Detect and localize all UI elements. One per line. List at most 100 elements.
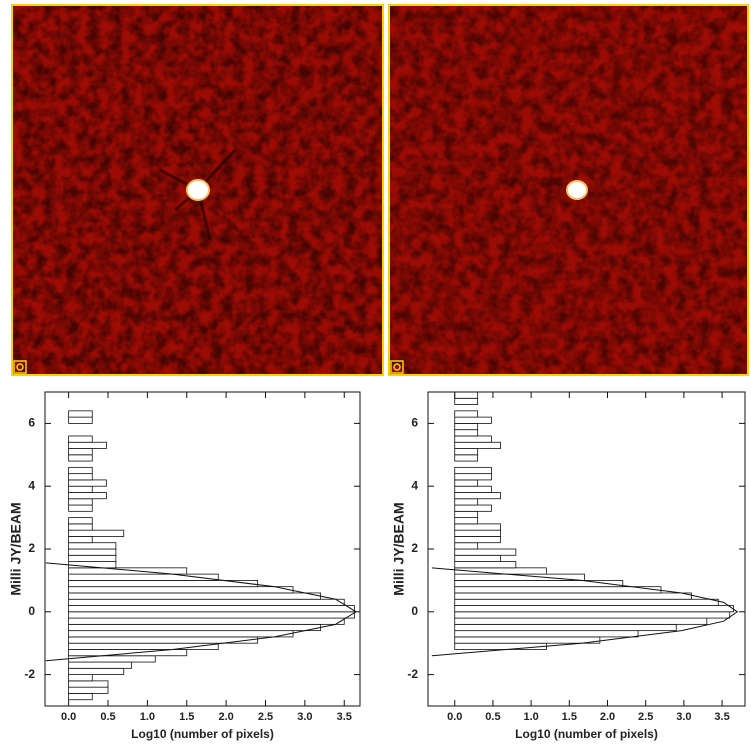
y-tick-label: 2: [411, 541, 418, 555]
bar: [68, 680, 109, 688]
bar: [454, 617, 708, 625]
y-tick-label: 4: [411, 478, 418, 492]
x-tick-label: 0.0: [447, 711, 462, 723]
bar: [68, 485, 93, 493]
bar: [454, 391, 479, 399]
bar: [68, 586, 294, 594]
bar: [454, 485, 492, 493]
bar: [454, 611, 731, 619]
bar: [68, 655, 156, 663]
x-tick-label: 1.0: [523, 711, 538, 723]
bar: [454, 529, 501, 537]
x-tick-label: 3.0: [676, 711, 691, 723]
bar: [454, 510, 479, 519]
bar: [454, 630, 639, 638]
bar: [454, 561, 517, 569]
bar: [68, 498, 93, 506]
bar: [68, 492, 107, 500]
bar: [454, 397, 479, 405]
x-tick-label: 2.0: [600, 711, 615, 723]
bar: [454, 429, 479, 437]
bar: [68, 661, 133, 669]
bar: [68, 686, 109, 694]
bar: [68, 674, 93, 682]
y-axis-label: Milli JY/BEAM: [391, 502, 407, 595]
bar: [454, 498, 479, 506]
bar: [68, 667, 125, 676]
bar: [68, 517, 93, 525]
bar: [68, 693, 93, 701]
bar: [68, 567, 188, 575]
bar: [454, 422, 479, 431]
x-axis-label: Log10 (number of pixels): [515, 727, 658, 741]
x-axis-label: Log10 (number of pixels): [131, 727, 274, 741]
bar: [68, 630, 294, 638]
bar: [454, 410, 479, 418]
x-tick-label: 3.5: [337, 711, 352, 723]
x-tick-label: 2.0: [218, 711, 233, 723]
y-tick-label: -2: [407, 667, 418, 681]
y-tick-label: 6: [411, 416, 418, 430]
bar: [68, 623, 322, 632]
bar: [454, 517, 479, 525]
bar: [68, 448, 93, 456]
bar: [454, 592, 692, 600]
bar: [454, 416, 492, 424]
bar: [454, 473, 492, 481]
x-tick-label: 3.0: [297, 711, 312, 723]
bar: [454, 448, 479, 456]
bar: [68, 536, 93, 544]
bar: [68, 410, 93, 418]
bar: [68, 479, 107, 487]
bar: [454, 623, 677, 632]
y-tick-label: 6: [28, 416, 35, 430]
y-tick-label: 0: [411, 604, 418, 618]
bar: [68, 548, 117, 556]
y-tick-label: -2: [24, 667, 35, 681]
bar: [454, 598, 719, 606]
x-tick-label: 2.5: [258, 711, 273, 723]
bar: [454, 586, 662, 594]
bar: [68, 523, 93, 531]
bar: [454, 523, 501, 531]
bar: [454, 580, 624, 588]
x-tick-label: 0.5: [100, 711, 115, 723]
bar: [454, 636, 601, 644]
x-tick-label: 1.0: [140, 711, 155, 723]
bar: [68, 466, 93, 475]
bar: [68, 649, 188, 657]
bar: [68, 617, 345, 625]
bar: [68, 435, 93, 443]
bar: [454, 466, 492, 475]
x-tick-label: 0.0: [61, 711, 76, 723]
bar: [68, 542, 117, 550]
x-tick-label: 3.5: [714, 711, 729, 723]
x-tick-label: 0.5: [485, 711, 500, 723]
bar: [454, 536, 501, 544]
y-tick-label: 2: [28, 541, 35, 555]
bar: [68, 504, 93, 512]
bar: [454, 548, 517, 556]
bar: [68, 441, 107, 449]
bar: [68, 598, 345, 606]
bar: [454, 479, 479, 487]
y-tick-label: 4: [28, 478, 35, 492]
bar: [68, 592, 322, 600]
fit-curve: [431, 567, 739, 657]
bar: [68, 416, 93, 424]
bar: [454, 492, 501, 500]
bar: [68, 454, 93, 462]
bar: [68, 605, 355, 613]
x-tick-label: 1.5: [179, 711, 194, 723]
bar: [454, 542, 479, 550]
bar: [454, 554, 501, 562]
bar: [454, 454, 479, 462]
bar: [68, 611, 355, 619]
y-axis-label: Milli JY/BEAM: [8, 502, 24, 595]
bar: [68, 554, 117, 562]
x-tick-label: 1.5: [562, 711, 577, 723]
bar: [454, 642, 547, 650]
bar: [454, 605, 734, 613]
